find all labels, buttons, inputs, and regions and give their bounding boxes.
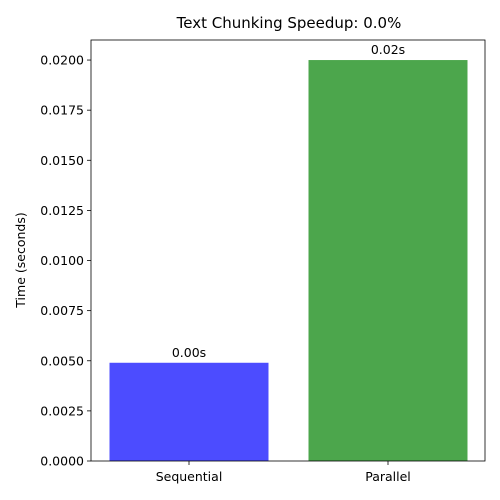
y-tick-label: 0.0000 xyxy=(40,454,84,469)
y-tick-label: 0.0025 xyxy=(40,403,84,418)
axes-frame xyxy=(90,39,486,462)
x-tick-label: Sequential xyxy=(156,469,223,484)
plot-area: 0.00s Sequential 0.02s Parallel 0.0000 0.0025… xyxy=(40,39,486,484)
y-tick-label: 0.0200 xyxy=(40,53,84,68)
data-label-parallel: 0.02s xyxy=(371,42,405,57)
y-tick-label: 0.0075 xyxy=(40,303,84,318)
y-tick-label: 0.0050 xyxy=(40,353,84,368)
bar-parallel xyxy=(308,60,468,462)
bar-sequential xyxy=(109,362,269,461)
chart-title: Text Chunking Speedup: 0.0% xyxy=(176,14,402,32)
data-label-sequential: 0.00s xyxy=(172,345,206,360)
x-tick-label: Parallel xyxy=(365,469,411,484)
y-tick-label: 0.0100 xyxy=(40,253,84,268)
y-tick-label: 0.0150 xyxy=(40,153,84,168)
y-axis-label: Time (seconds) xyxy=(13,212,28,308)
y-tick-label: 0.0175 xyxy=(40,103,84,118)
y-tick-label: 0.0125 xyxy=(40,203,84,218)
